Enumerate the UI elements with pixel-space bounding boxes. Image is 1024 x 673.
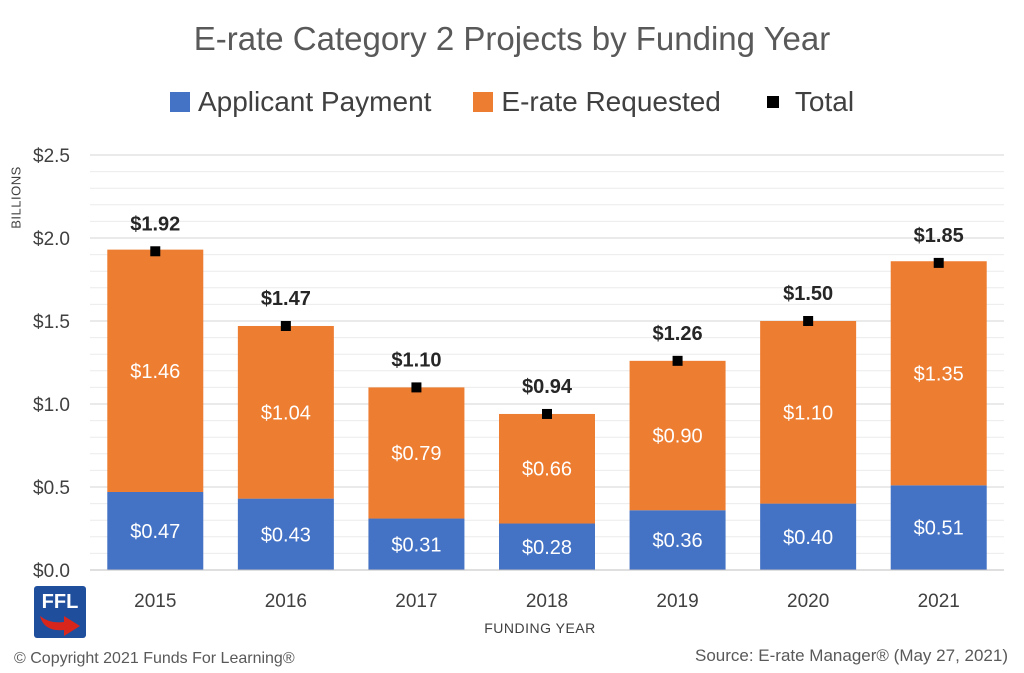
bar-applicant-payment xyxy=(629,510,726,570)
legend: Applicant Payment E-rate Requested Total xyxy=(0,86,1024,118)
y-tick-label: $0.0 xyxy=(33,561,70,582)
total-marker xyxy=(933,257,944,268)
data-label-applicant-payment: $0.51 xyxy=(914,518,964,540)
bar-erate-requested xyxy=(629,360,726,511)
legend-marker-total xyxy=(766,96,779,108)
data-label-applicant-payment: $0.36 xyxy=(653,530,703,552)
bar-erate-requested xyxy=(760,321,857,504)
data-label-applicant-payment: $0.40 xyxy=(783,527,833,549)
data-label-total: $1.10 xyxy=(391,349,441,371)
bar-applicant-payment xyxy=(890,485,987,570)
copyright-text: © Copyright 2021 Funds For Learning® xyxy=(14,650,295,667)
data-label-applicant-payment: $0.31 xyxy=(391,534,441,556)
x-tick-label: 2018 xyxy=(526,591,568,612)
data-label-applicant-payment: $0.43 xyxy=(261,524,311,546)
total-marker xyxy=(280,320,291,331)
y-tick-label: $2.5 xyxy=(33,146,70,167)
legend-label-erate-requested: E-rate Requested xyxy=(501,86,721,117)
bar-erate-requested xyxy=(890,261,987,486)
legend-item-erate-requested: E-rate Requested xyxy=(473,86,721,118)
bar-erate-requested xyxy=(107,249,204,492)
data-label-erate-requested: $1.35 xyxy=(914,363,964,385)
x-tick-label: 2015 xyxy=(134,591,176,612)
bar-applicant-payment xyxy=(368,518,465,570)
chart-title: E-rate Category 2 Projects by Funding Ye… xyxy=(193,20,831,57)
data-label-total: $0.94 xyxy=(522,376,573,398)
x-tick-label: 2021 xyxy=(918,591,960,612)
data-label-total: $1.26 xyxy=(653,323,703,345)
data-label-total: $1.50 xyxy=(783,283,833,305)
legend-item-applicant-payment: Applicant Payment xyxy=(169,86,432,118)
bar-applicant-payment xyxy=(760,503,857,570)
legend-label-total: Total xyxy=(794,86,855,117)
x-axis-label: FUNDING YEAR xyxy=(484,620,596,636)
legend-swatch-applicant-payment xyxy=(169,92,190,112)
data-label-erate-requested: $0.66 xyxy=(522,459,572,481)
data-label-applicant-payment: $0.28 xyxy=(522,537,572,559)
data-label-erate-requested: $1.10 xyxy=(783,402,833,424)
data-label-total: $1.92 xyxy=(130,213,180,235)
bar-erate-requested xyxy=(237,325,334,499)
y-tick-label: $2.0 xyxy=(33,229,70,250)
total-marker xyxy=(542,408,552,419)
legend-label-applicant-payment: Applicant Payment xyxy=(197,86,432,117)
ffl-logo: FFL xyxy=(34,586,86,638)
bar-erate-requested xyxy=(368,387,465,519)
logo-text: FFL xyxy=(42,591,79,613)
x-tick-label: 2020 xyxy=(787,591,829,612)
bar-applicant-payment xyxy=(237,498,334,570)
total-marker xyxy=(411,382,422,393)
data-label-erate-requested: $0.90 xyxy=(653,426,703,448)
legend-swatch-erate-requested xyxy=(473,92,494,112)
y-tick-label: $1.5 xyxy=(33,312,70,333)
bar-erate-requested xyxy=(499,413,595,524)
x-tick-label: 2019 xyxy=(656,591,698,612)
data-label-total: $1.47 xyxy=(261,288,311,310)
source-text: Source: E-rate Manager® (May 27, 2021) xyxy=(694,646,1008,665)
data-label-erate-requested: $0.79 xyxy=(391,443,441,465)
total-marker xyxy=(803,316,814,326)
total-marker xyxy=(150,246,161,257)
x-tick-label: 2016 xyxy=(265,591,307,612)
data-label-total: $1.85 xyxy=(914,225,964,247)
data-label-erate-requested: $1.04 xyxy=(261,402,311,424)
x-tick-label: 2017 xyxy=(395,591,437,612)
y-axis-label: BILLIONS xyxy=(8,166,24,229)
bar-applicant-payment xyxy=(499,523,595,570)
data-label-erate-requested: $1.46 xyxy=(130,361,180,383)
legend-item-total: Total xyxy=(763,86,854,118)
data-label-applicant-payment: $0.47 xyxy=(130,521,180,543)
y-tick-label: $0.5 xyxy=(33,478,70,499)
total-marker xyxy=(672,355,683,366)
bar-applicant-payment xyxy=(107,491,204,570)
y-tick-label: $1.0 xyxy=(33,395,70,416)
